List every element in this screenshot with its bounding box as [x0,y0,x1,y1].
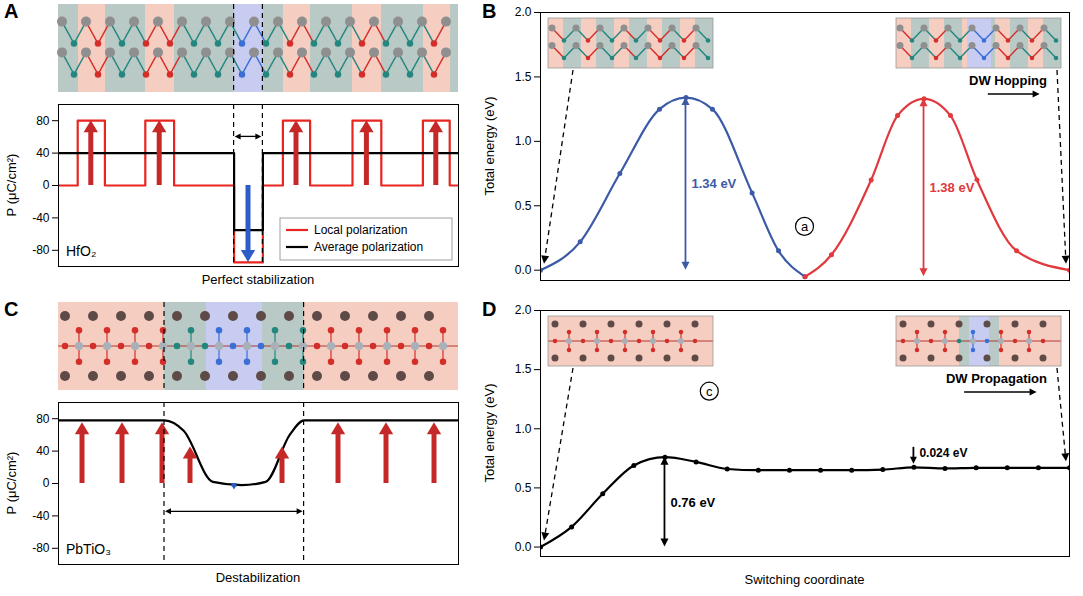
svg-text:0.76 eV: 0.76 eV [670,495,715,510]
html-text:D: D [482,298,497,320]
svg-text:PbTiO₃: PbTiO₃ [66,541,111,557]
svg-text:80: 80 [36,114,50,128]
svg-text:-80: -80 [32,541,50,555]
svg-text:-40: -40 [32,509,50,523]
svg-text:P (μC/cm²): P (μC/cm²) [4,154,19,217]
svg-text:DW Hopping: DW Hopping [969,73,1047,88]
svg-text:80: 80 [36,412,50,426]
svg-text:1.0: 1.0 [515,422,532,436]
svg-text:-80: -80 [32,243,50,257]
html-text:A: A [4,0,19,22]
svg-text:Total energy (eV): Total energy (eV) [482,384,497,483]
svg-text:1.5: 1.5 [515,362,532,376]
html-text:C: C [4,298,19,320]
svg-text:HfO₂: HfO₂ [66,243,96,259]
svg-text:0: 0 [43,178,50,192]
svg-text:a: a [801,219,809,234]
svg-text:DW Propagation: DW Propagation [946,371,1047,386]
svg-text:Local polarization: Local polarization [314,223,407,237]
svg-text:Perfect stabilization: Perfect stabilization [202,272,315,287]
svg-text:Switching coordinate: Switching coordinate [745,572,865,587]
svg-text:0.5: 0.5 [515,199,532,213]
svg-text:40: 40 [36,146,50,160]
svg-text:0.5: 0.5 [515,481,532,495]
svg-text:Average polarization: Average polarization [314,240,423,254]
svg-text:1.5: 1.5 [515,70,532,84]
svg-text:1.38 eV: 1.38 eV [930,180,975,195]
svg-text:Total energy (eV): Total energy (eV) [482,97,497,196]
svg-text:Destabilization: Destabilization [216,570,301,585]
svg-text:0.024 eV: 0.024 eV [919,446,967,460]
svg-text:2.0: 2.0 [515,5,532,19]
html-text:B: B [482,0,497,22]
svg-text:1.0: 1.0 [515,134,532,148]
svg-text:1.34 eV: 1.34 eV [691,176,736,191]
svg-text:0.0: 0.0 [515,540,532,554]
svg-text:0: 0 [43,476,50,490]
svg-text:0.0: 0.0 [515,263,532,277]
svg-text:P (μC/cm²): P (μC/cm²) [4,452,19,515]
svg-text:-40: -40 [32,211,50,225]
svg-text:2.0: 2.0 [515,303,532,317]
svg-text:40: 40 [36,444,50,458]
svg-text:c: c [706,384,713,399]
